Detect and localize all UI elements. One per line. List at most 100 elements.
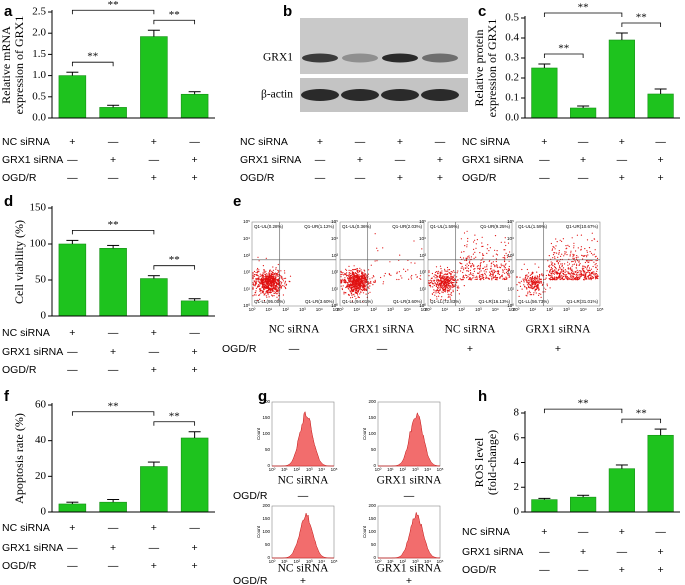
flow-dot: [592, 233, 593, 234]
flow-dot: [551, 261, 552, 262]
flow-dot: [433, 289, 434, 290]
flow-frame: [252, 222, 336, 306]
flow-dot: [361, 277, 362, 278]
flow-dot: [504, 273, 505, 274]
condition-mark: +: [397, 136, 403, 148]
flow-dot: [530, 292, 531, 293]
flow-dot: [430, 286, 431, 287]
flow-dot: [452, 286, 453, 287]
flow-dot: [363, 285, 364, 286]
flow-dot: [560, 272, 561, 273]
y-axis-label: expression of GRX1: [12, 16, 26, 115]
flow-dot: [276, 293, 277, 294]
flow-dot: [560, 240, 561, 241]
condition-mark: —: [108, 327, 119, 339]
flow-dot: [508, 243, 509, 244]
flow-dot: [498, 270, 499, 271]
y-tick-label: 0.0: [32, 112, 46, 124]
flow-dot: [359, 274, 360, 275]
flow-dot: [340, 280, 341, 281]
flow-dot: [355, 280, 356, 281]
flow-dot: [578, 262, 579, 263]
flow-dot: [269, 271, 270, 272]
flow-dot: [436, 281, 437, 282]
flow-dot: [396, 279, 397, 280]
flow-dot: [504, 258, 505, 259]
flow-dot: [582, 266, 583, 267]
flow-dot: [540, 281, 541, 282]
histogram-y-tick: 50: [265, 542, 271, 547]
flow-dot: [469, 278, 470, 279]
flow-dot: [490, 247, 491, 248]
flow-dot: [526, 288, 527, 289]
flow-dot: [361, 272, 362, 273]
flow-dot: [580, 272, 581, 273]
flow-dot: [368, 288, 369, 289]
flow-dot: [524, 264, 525, 265]
condition-mark: —: [578, 172, 589, 184]
flow-dot: [547, 284, 548, 285]
flow-x-tick: 10²: [370, 307, 377, 312]
flow-dot: [567, 245, 568, 246]
flow-dot: [350, 276, 351, 277]
flow-dot: [463, 275, 464, 276]
condition-mark: —: [539, 172, 550, 184]
flow-dot: [555, 267, 556, 268]
flow-dot: [596, 278, 597, 279]
flow-dot: [432, 273, 433, 274]
flow-dot: [491, 279, 492, 280]
flow-dot: [588, 275, 589, 276]
flow-dot: [509, 261, 510, 262]
flow-dot: [272, 295, 273, 296]
flow-dot: [471, 256, 472, 257]
flow-dot: [353, 294, 354, 295]
flow-dot: [467, 276, 468, 277]
flow-dot: [584, 256, 585, 257]
flow-dot: [568, 277, 569, 278]
flow-dot: [451, 282, 452, 283]
flow-dot: [266, 295, 267, 296]
flow-dot: [535, 290, 536, 291]
flow-y-tick: 10²: [243, 270, 250, 275]
flow-dot: [493, 264, 494, 265]
y-tick-label: 0: [41, 506, 47, 518]
flow-dot: [437, 282, 438, 283]
histogram-y-tick: 50: [371, 542, 377, 547]
flow-dot: [530, 287, 531, 288]
flow-dot: [364, 275, 365, 276]
flow-dot: [470, 274, 471, 275]
flow-dot: [552, 270, 553, 271]
flow-dot: [441, 281, 442, 282]
flow-dot: [589, 275, 590, 276]
flow-dot: [255, 279, 256, 280]
flow-dot: [276, 285, 277, 286]
flow-dot: [359, 286, 360, 287]
quadrant-label: Q1-UL(1.59%): [430, 224, 460, 229]
flow-dot: [276, 275, 277, 276]
condition-mark: +: [192, 346, 198, 358]
flow-dot: [341, 282, 342, 283]
flow-dot: [451, 292, 452, 293]
flow-dot: [275, 281, 276, 282]
flow-dot: [503, 257, 504, 258]
flow-dot: [491, 268, 492, 269]
condition-label: OGD/R: [233, 575, 268, 585]
flow-dot: [533, 280, 534, 281]
flow-dot: [268, 280, 269, 281]
bar: [181, 301, 208, 316]
flow-dot: [551, 243, 552, 244]
flow-dot: [578, 247, 579, 248]
flow-dot: [564, 263, 565, 264]
flow-dot: [567, 262, 568, 263]
flow-dot: [428, 280, 429, 281]
flow-dot: [579, 270, 580, 271]
flow-dot: [563, 271, 564, 272]
condition-label: GRX1 siRNA: [462, 154, 523, 166]
condition-mark: —: [435, 136, 446, 148]
flow-dot: [261, 280, 262, 281]
flow-dot: [268, 272, 269, 273]
flow-dot: [584, 248, 585, 249]
flow-dot: [590, 270, 591, 271]
flow-x-tick: 10²: [546, 307, 553, 312]
y-tick-label: 4: [514, 456, 520, 468]
